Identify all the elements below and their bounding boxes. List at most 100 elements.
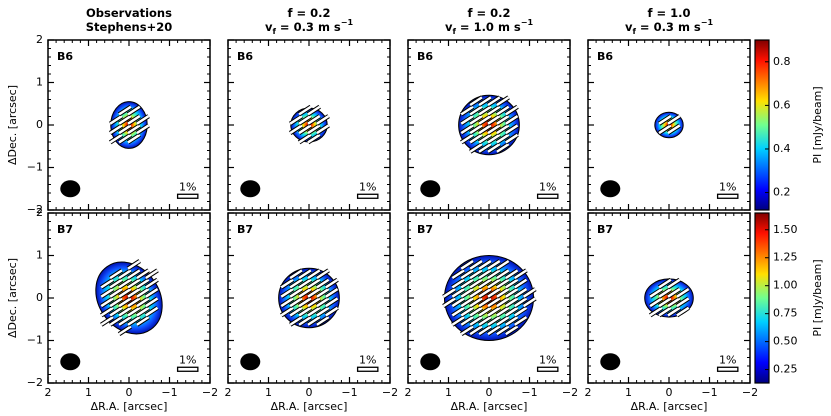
scale-bar-label: 1% [179,353,196,366]
vector [478,105,492,116]
vector [127,269,141,280]
vector [127,316,141,326]
scale-bar [716,193,739,199]
vector [505,133,519,144]
vector [478,325,492,336]
scale-bar-label: 1% [719,180,736,193]
scale-bar [536,193,559,199]
vector [487,288,501,298]
title-part: = 1.0 m s [456,20,521,34]
colorbar-label: PI [mJy/beam] [811,259,824,336]
column-title: Stephens+20 [86,20,172,34]
x-tick-label: −1 [701,386,717,399]
vector [451,316,465,326]
vector [505,269,519,280]
x-tick-label: 1 [265,386,272,399]
colorbar [754,39,770,211]
panel [587,39,751,211]
x-axis-label: ΔR.A. [arcsec] [271,400,348,413]
vector [478,306,492,317]
title-part: = 0.3 m s [636,20,701,34]
vector [649,306,663,317]
vector [298,269,312,280]
y-tick-label: 2 [36,206,43,219]
vector [496,316,510,326]
vector [109,297,123,308]
vector [658,297,672,308]
vector [667,115,681,125]
vector [109,124,123,135]
title-part: v [625,20,633,34]
vector [487,306,501,317]
vector [316,288,330,298]
vector [118,124,132,135]
column-title: f = 0.2 [287,6,330,20]
vector [316,124,330,135]
vector [469,115,483,125]
vector [496,288,510,298]
x-tick-label: 0 [306,386,313,399]
vector [505,124,519,135]
vector [289,124,303,135]
vector [316,115,330,125]
y-axis-label: ΔDec. [arcsec] [6,258,19,338]
beam [60,353,81,371]
x-tick-label: 2 [225,386,232,399]
x-tick-label: 2 [45,386,52,399]
vector [127,288,141,298]
colorbar-tick-label: 0.8 [773,55,791,68]
y-tick-label: −2 [27,376,43,389]
vector [478,124,492,135]
vector [118,306,132,317]
vector [289,288,303,298]
vector [307,288,321,298]
vector [522,288,537,298]
vector [127,297,141,308]
vector [127,133,141,144]
title-part: f [452,27,456,36]
vector [460,269,474,280]
vector [307,306,321,317]
vector [667,306,681,317]
scale-bar [356,366,379,372]
x-tick-label: 2 [585,386,592,399]
y-axis-label: ΔDec. [arcsec] [6,85,19,165]
title-part: v [445,20,453,34]
colorbar-tick-label: 1.50 [773,223,798,236]
vector [460,288,474,298]
vector [145,306,159,317]
beam [420,353,441,371]
vector [487,96,501,107]
scale-bar [536,366,559,372]
vector [649,288,663,298]
vector [460,306,474,317]
vector [109,278,123,289]
vector [487,325,501,336]
vector [289,306,303,317]
vector [487,259,501,270]
vector [289,297,303,308]
band-label: B7 [237,223,253,236]
vector [469,316,483,326]
title-part: f = 1.0 [647,6,690,20]
vector [478,143,492,153]
x-tick-label: 1 [85,386,92,399]
vector [469,124,483,135]
x-tick-label: 0 [486,386,493,399]
vector [667,124,681,135]
title-part: f [272,27,276,36]
vector [325,288,339,298]
vector [478,259,492,270]
title-part: = 0.3 m s [276,20,341,34]
vector [298,105,312,116]
vector [460,124,474,135]
vector [487,297,501,308]
vector [100,297,114,308]
vector [522,297,537,308]
vector [460,297,474,308]
vector [298,124,312,135]
vector [280,306,294,317]
vector [118,105,132,116]
vector [307,269,321,280]
beam [240,353,261,371]
